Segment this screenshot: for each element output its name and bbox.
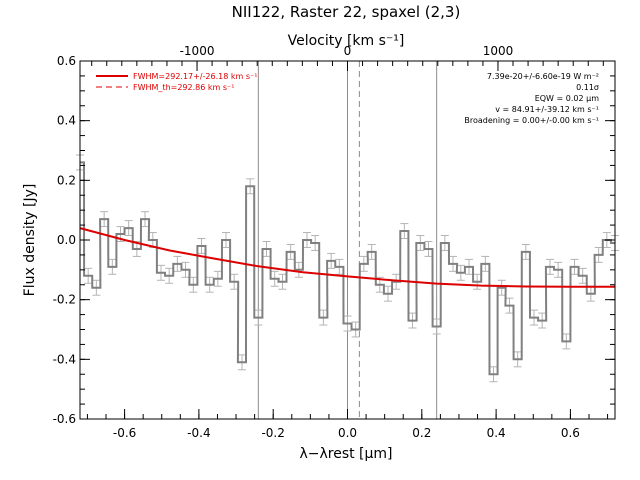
plot-area: [76, 61, 619, 419]
annotation-flux: 7.39e-20+/-6.60e-19 W m⁻²: [487, 72, 599, 81]
annotation-significance: 0.11σ: [576, 83, 599, 92]
top-tick-label: 0: [344, 44, 352, 58]
x-tick-label: -0.4: [187, 426, 210, 440]
y-tick-label: -0.4: [53, 352, 76, 366]
x-tick-label: 0.2: [412, 426, 431, 440]
spectrum-steps: [80, 161, 615, 376]
top-axis-label: Velocity [km s⁻¹]: [288, 33, 405, 49]
y-tick-label: 0.0: [57, 233, 76, 247]
legend-entry-fit: FWHM=292.17+/-26.18 km s⁻¹: [133, 72, 257, 81]
axes: -0.6 -0.4 -0.2 0.0 0.2 0.4 0.6 -0.6 -0.4 -0.2 0.0 0…: [53, 44, 616, 440]
annotation-broadening: Broadening = 0.00+/-0.00 km s⁻¹: [464, 116, 599, 125]
x-tick-label: 0.4: [487, 426, 506, 440]
x-tick-label: -0.6: [113, 426, 136, 440]
y-tick-label: -0.6: [53, 412, 76, 426]
legend: FWHM=292.17+/-26.18 km s⁻¹ FWHM_th=292.8…: [96, 72, 257, 92]
chart-title: NII122, Raster 22, spaxel (2,3): [232, 3, 461, 21]
y-tick-label: 0.6: [57, 54, 76, 68]
x-tick-label: -0.2: [261, 426, 284, 440]
y-tick-label: 0.4: [57, 114, 76, 128]
y-tick-label: 0.2: [57, 173, 76, 187]
fit-line: [79, 227, 615, 288]
x-tick-label: 0.0: [338, 426, 357, 440]
top-tick-label: 1000: [483, 44, 514, 58]
y-tick-label: -0.2: [53, 293, 76, 307]
top-tick-label: -1000: [180, 44, 215, 58]
annotation-eqw: EQW = 0.02 μm: [535, 94, 599, 103]
y-axis-label: Flux density [Jy]: [22, 184, 38, 297]
x-tick-label: 0.6: [561, 426, 580, 440]
fit-annotations: 7.39e-20+/-6.60e-19 W m⁻² 0.11σ EQW = 0.…: [464, 72, 599, 125]
annotation-velocity: v = 84.91+/-39.12 km s⁻¹: [495, 105, 599, 114]
legend-entry-theoretical: FWHM_th=292.86 km s⁻¹: [133, 83, 234, 92]
x-axis-label: λ−λrest [μm]: [299, 446, 392, 462]
